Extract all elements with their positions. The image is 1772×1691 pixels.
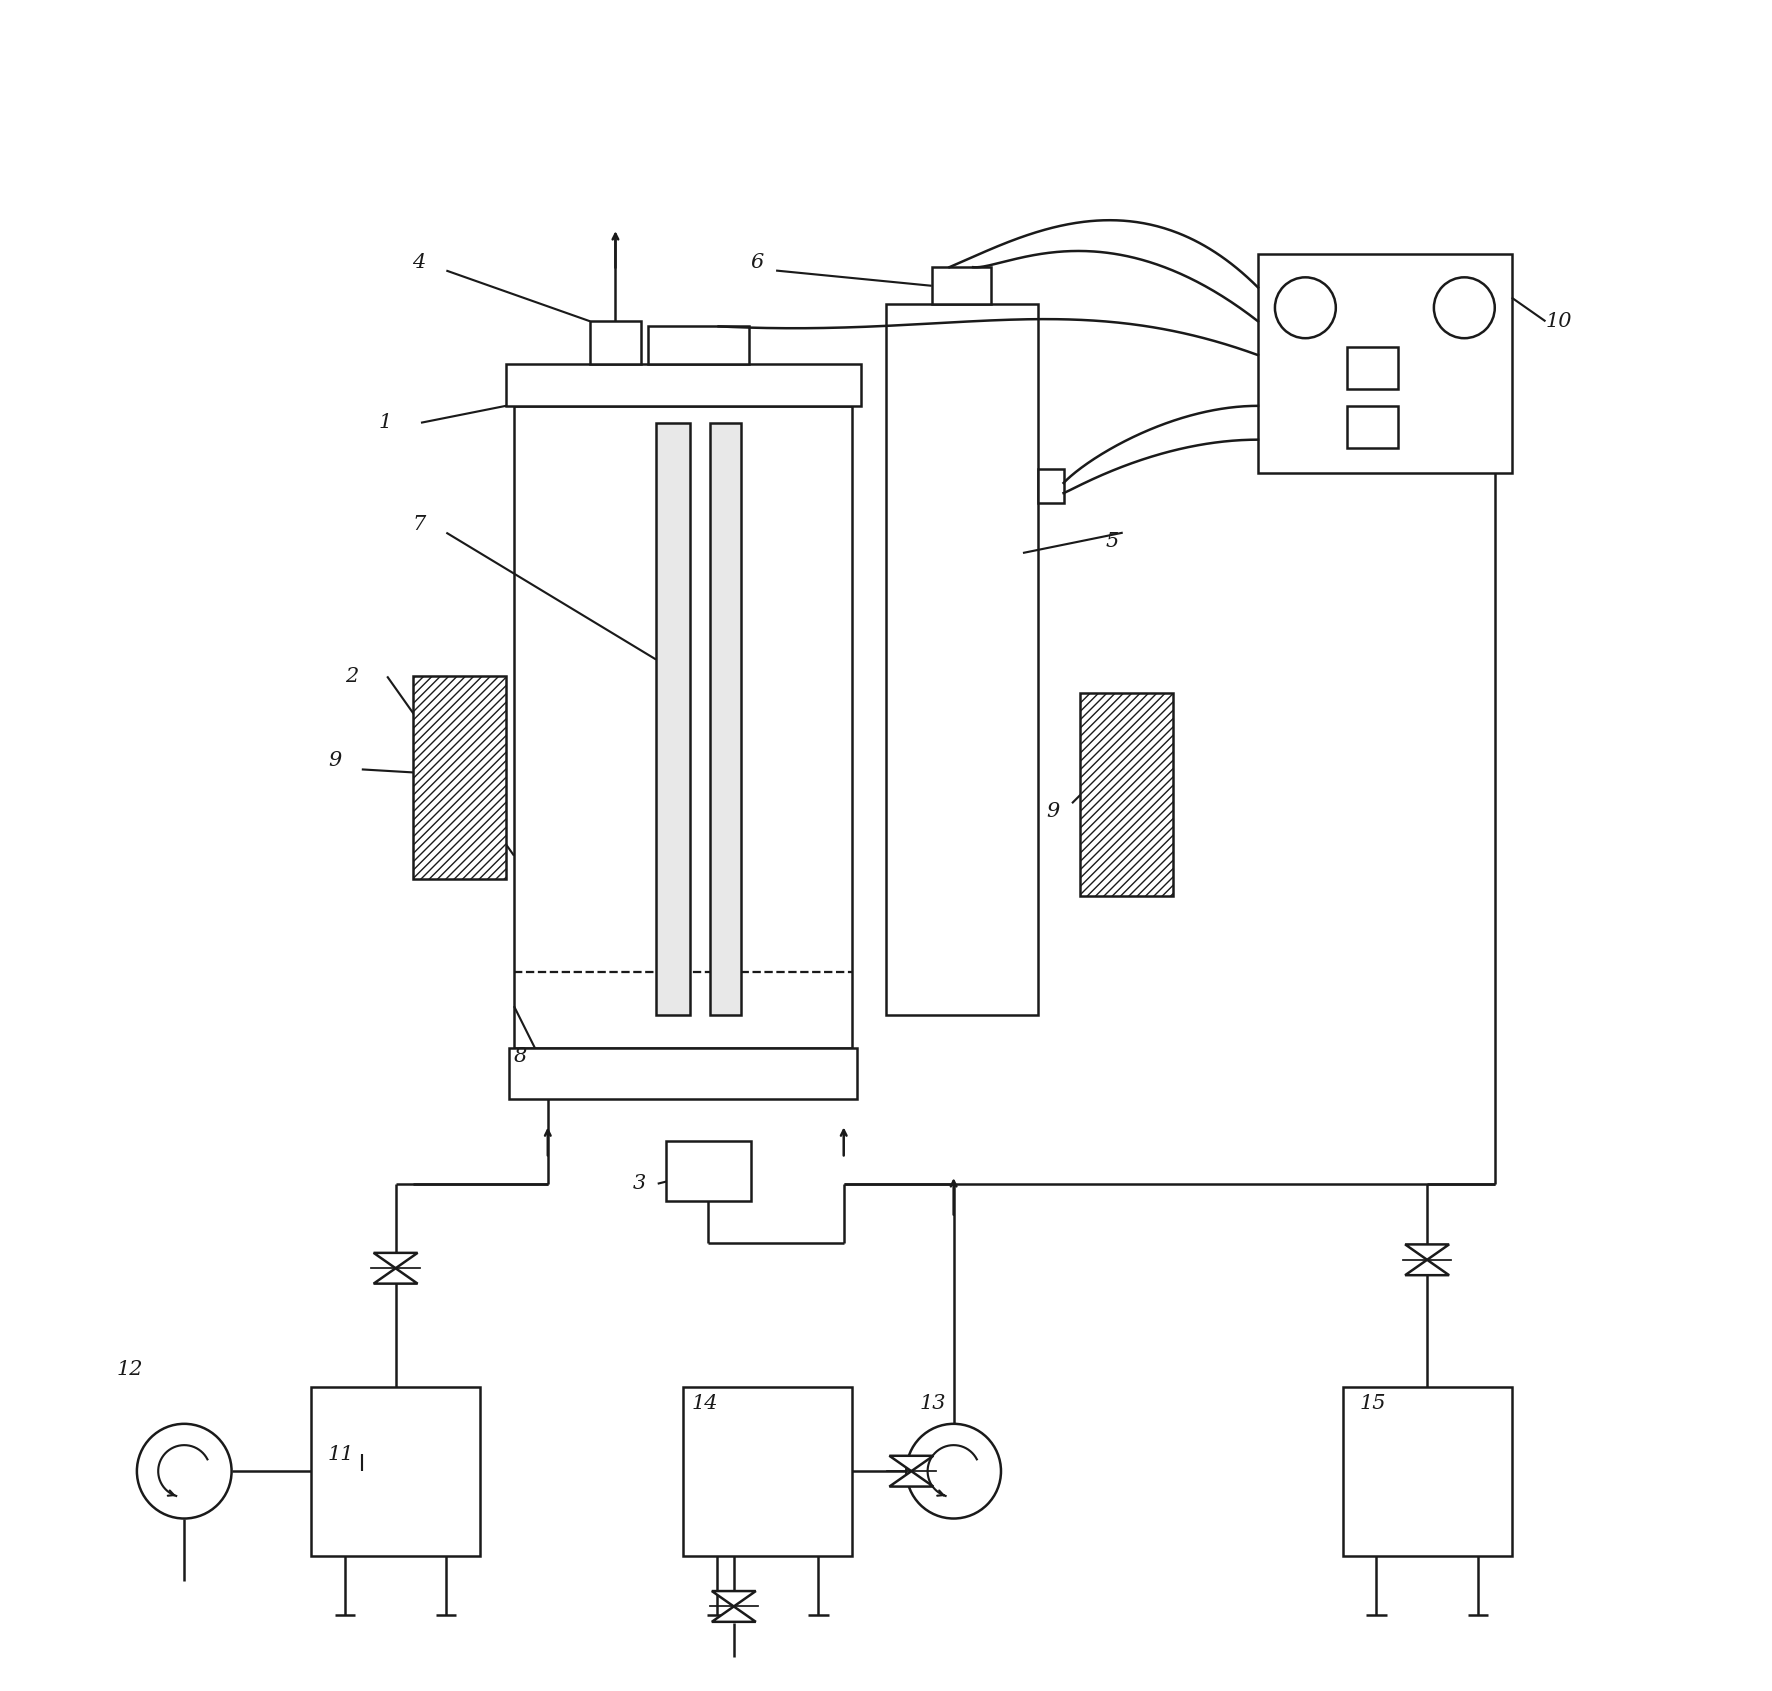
Text: 3: 3 (633, 1174, 645, 1194)
Bar (1347, 406, 1398, 448)
Text: 6: 6 (751, 252, 764, 272)
Text: 8: 8 (514, 1047, 528, 1067)
Polygon shape (712, 1591, 757, 1606)
Bar (711, 423, 741, 1015)
Bar (932, 267, 991, 304)
Text: 7: 7 (413, 514, 425, 534)
Text: 14: 14 (691, 1393, 718, 1414)
Polygon shape (1405, 1245, 1449, 1260)
Polygon shape (374, 1268, 418, 1283)
Text: 5: 5 (1106, 531, 1120, 551)
Text: 9: 9 (328, 751, 342, 771)
Text: 9: 9 (1047, 802, 1060, 822)
Bar (1081, 693, 1173, 896)
Bar (505, 364, 861, 406)
Bar (1038, 470, 1063, 504)
Text: 11: 11 (328, 1444, 354, 1464)
Bar (1258, 254, 1512, 473)
Bar (647, 326, 750, 364)
Bar (413, 676, 505, 879)
Bar (886, 304, 1038, 1015)
Polygon shape (374, 1253, 418, 1268)
Bar (312, 1387, 480, 1556)
Circle shape (136, 1424, 232, 1519)
Bar (1347, 347, 1398, 389)
Bar (514, 406, 852, 1048)
Circle shape (1434, 277, 1496, 338)
Polygon shape (712, 1606, 757, 1622)
Bar (666, 1141, 751, 1201)
Text: 4: 4 (413, 252, 425, 272)
Polygon shape (890, 1456, 934, 1471)
Polygon shape (890, 1471, 934, 1486)
Text: 15: 15 (1359, 1393, 1386, 1414)
Text: 10: 10 (1545, 311, 1572, 331)
Text: 1: 1 (379, 413, 392, 433)
Text: 2: 2 (346, 666, 358, 687)
Text: 12: 12 (117, 1360, 144, 1380)
Bar (509, 1048, 858, 1099)
Bar (1343, 1387, 1512, 1556)
Circle shape (1274, 277, 1336, 338)
Bar (590, 321, 641, 364)
Polygon shape (1405, 1260, 1449, 1275)
Circle shape (905, 1424, 1001, 1519)
Text: 13: 13 (920, 1393, 946, 1414)
Bar (656, 423, 689, 1015)
Bar (682, 1387, 852, 1556)
